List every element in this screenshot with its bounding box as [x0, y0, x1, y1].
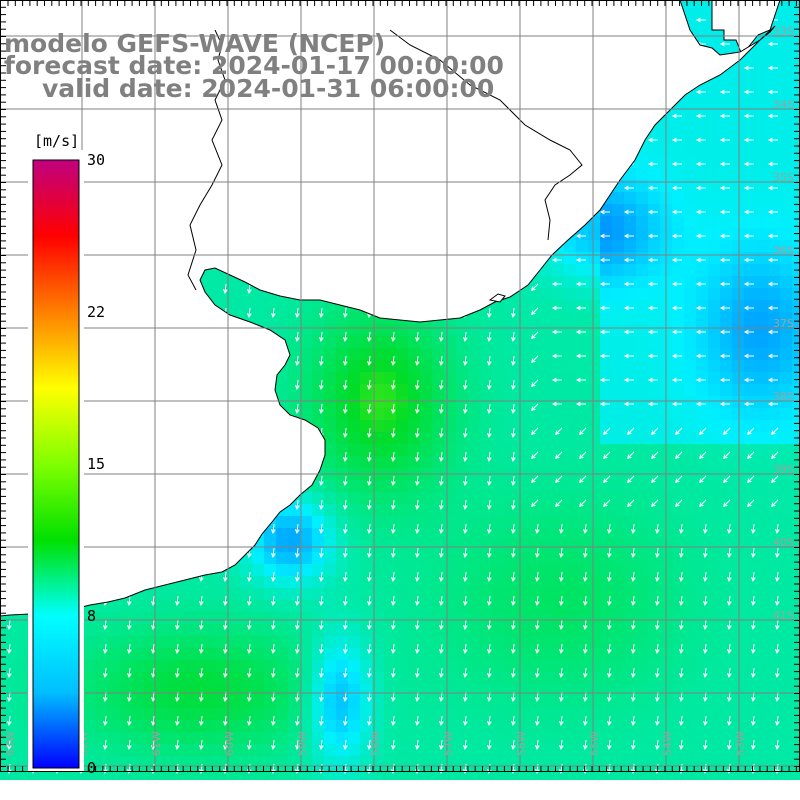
latitude-label: 37S: [773, 317, 794, 330]
longitude-label: 54W: [661, 731, 674, 756]
longitude-label: 59W: [296, 731, 309, 756]
latitude-label: 34S: [773, 98, 794, 111]
colorbar-unit: [m/s]: [34, 132, 79, 150]
longitude-label: 58W: [369, 731, 382, 756]
longitude-label: 63W: [4, 731, 17, 756]
latitude-label: 39S: [773, 463, 794, 476]
latitude-label: 35S: [773, 171, 794, 184]
latitude-label: 41S: [773, 609, 794, 622]
longitude-label: 61W: [150, 731, 163, 756]
colorbar: [33, 160, 79, 768]
longitude-label: 56W: [515, 731, 528, 756]
latitude-label: 38S: [773, 390, 794, 403]
colorbar-tick-0: 0: [87, 759, 96, 777]
longitude-label: 60W: [223, 731, 236, 756]
longitude-label: 57W: [442, 731, 455, 756]
colorbar-tick-30: 30: [87, 151, 105, 169]
latitude-label: 40S: [773, 536, 794, 549]
latitude-label: 36S: [773, 244, 794, 257]
latitude-label: 33S: [773, 25, 794, 38]
colorbar-tick-8: 8: [87, 607, 96, 625]
longitude-label: 53W: [734, 731, 747, 756]
valid-date: valid date: 2024-01-31 06:00:00: [42, 76, 494, 101]
colorbar-tick-22: 22: [87, 303, 105, 321]
longitude-label: 55W: [588, 731, 601, 756]
colorbar-tick-15: 15: [87, 455, 105, 473]
